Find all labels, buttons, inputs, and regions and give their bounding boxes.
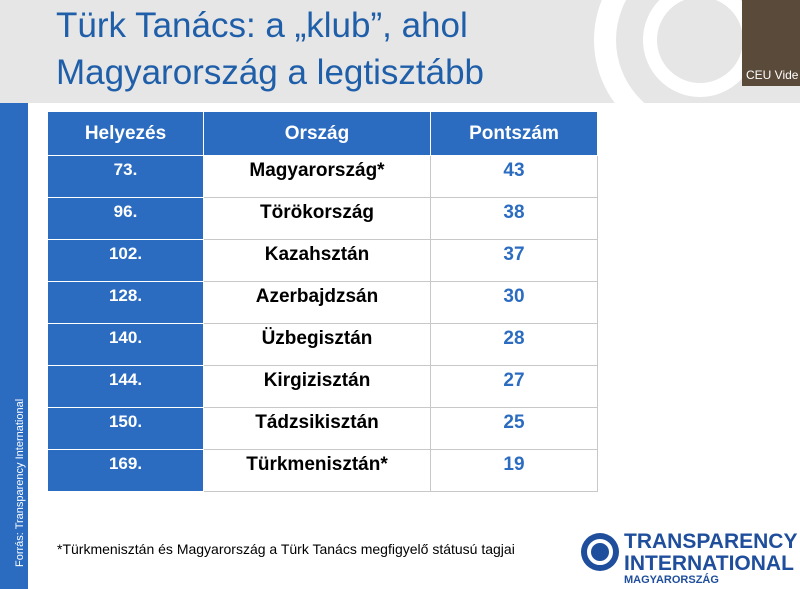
decoration [594,0,750,103]
rank-cell: 96. [47,197,204,240]
logo-text: INTERNATIONAL [624,552,794,575]
score-cell: 19 [430,449,598,492]
table-row: 73. Magyarország* 43 [47,155,598,198]
header: Türk Tanács: a „klub”, ahol Magyarország… [0,0,800,103]
table-row: 144. Kirgizisztán 27 [47,365,598,408]
score-cell: 27 [430,365,598,408]
title: Türk Tanács: a „klub”, ahol Magyarország… [56,2,484,96]
rank-cell: 140. [47,323,204,366]
country-cell: Tádzsikisztán [203,407,431,450]
ranking-table: Helyezés Ország Pontszám 73. Magyarország… [47,111,598,492]
country-cell: Törökország [203,197,431,240]
source: Forrás: Transparency International [14,398,26,567]
table-row: 169. Türkmenisztán* 19 [47,449,598,492]
score-cell: 38 [430,197,598,240]
rank-cell: 150. [47,407,204,450]
rank-cell: 169. [47,449,204,492]
video-thumbnail[interactable]: CEU Vide [742,0,800,86]
table-row: 96. Törökország 38 [47,197,598,240]
score-cell: 37 [430,239,598,282]
country-cell: Azerbajdzsán [203,281,431,324]
table-row: 140. Üzbegisztán 28 [47,323,598,366]
country-cell: Türkmenisztán* [203,449,431,492]
table-row: 102. Kazahsztán 37 [47,239,598,282]
score-cell: 30 [430,281,598,324]
title-line: Türk Tanács: a „klub”, ahol [56,6,468,45]
table-row: 128. Azerbajdzsán 30 [47,281,598,324]
rank-cell: 128. [47,281,204,324]
column-header: Pontszám [430,111,598,156]
title-line: Magyarország a legtisztább [56,53,484,92]
column-header: Ország [203,111,431,156]
logo-icon [581,533,619,571]
side-strip [0,103,28,589]
logo-text: TRANSPARENCY [624,530,798,553]
column-header: Helyezés [47,111,204,156]
logo-text: MAGYARORSZÁG [624,574,719,586]
country-cell: Üzbegisztán [203,323,431,366]
country-cell: Kazahsztán [203,239,431,282]
score-cell: 28 [430,323,598,366]
score-cell: 25 [430,407,598,450]
country-cell: Kirgizisztán [203,365,431,408]
rank-cell: 73. [47,155,204,198]
video-label: CEU Vide [746,68,799,82]
rank-cell: 144. [47,365,204,408]
table-row: 150. Tádzsikisztán 25 [47,407,598,450]
footnote: *Türkmenisztán és Magyarország a Türk Ta… [57,541,515,557]
country-cell: Magyarország* [203,155,431,198]
rank-cell: 102. [47,239,204,282]
score-cell: 43 [430,155,598,198]
